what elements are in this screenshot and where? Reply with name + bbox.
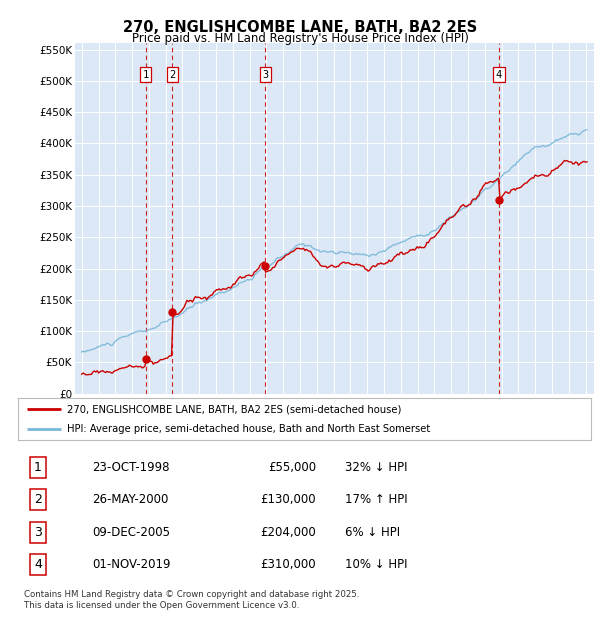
Text: 09-DEC-2005: 09-DEC-2005 [92, 526, 170, 539]
Text: 32% ↓ HPI: 32% ↓ HPI [344, 461, 407, 474]
Text: £310,000: £310,000 [260, 559, 316, 572]
Text: 270, ENGLISHCOMBE LANE, BATH, BA2 2ES (semi-detached house): 270, ENGLISHCOMBE LANE, BATH, BA2 2ES (s… [67, 404, 401, 414]
Text: 4: 4 [496, 69, 502, 80]
Text: 3: 3 [262, 69, 269, 80]
Text: 01-NOV-2019: 01-NOV-2019 [92, 559, 171, 572]
Text: £204,000: £204,000 [260, 526, 316, 539]
Text: 270, ENGLISHCOMBE LANE, BATH, BA2 2ES: 270, ENGLISHCOMBE LANE, BATH, BA2 2ES [123, 20, 477, 35]
Text: 10% ↓ HPI: 10% ↓ HPI [344, 559, 407, 572]
Text: HPI: Average price, semi-detached house, Bath and North East Somerset: HPI: Average price, semi-detached house,… [67, 424, 430, 434]
Text: 23-OCT-1998: 23-OCT-1998 [92, 461, 170, 474]
Text: Price paid vs. HM Land Registry's House Price Index (HPI): Price paid vs. HM Land Registry's House … [131, 32, 469, 45]
Text: £130,000: £130,000 [260, 494, 316, 507]
Text: 1: 1 [34, 461, 42, 474]
Text: 3: 3 [34, 526, 42, 539]
Text: 17% ↑ HPI: 17% ↑ HPI [344, 494, 407, 507]
Text: 1: 1 [143, 69, 149, 80]
Text: £55,000: £55,000 [268, 461, 316, 474]
Text: 6% ↓ HPI: 6% ↓ HPI [344, 526, 400, 539]
Text: 2: 2 [169, 69, 176, 80]
Text: 2: 2 [34, 494, 42, 507]
Text: Contains HM Land Registry data © Crown copyright and database right 2025.
This d: Contains HM Land Registry data © Crown c… [24, 590, 359, 609]
Text: 26-MAY-2000: 26-MAY-2000 [92, 494, 169, 507]
Text: 4: 4 [34, 559, 42, 572]
